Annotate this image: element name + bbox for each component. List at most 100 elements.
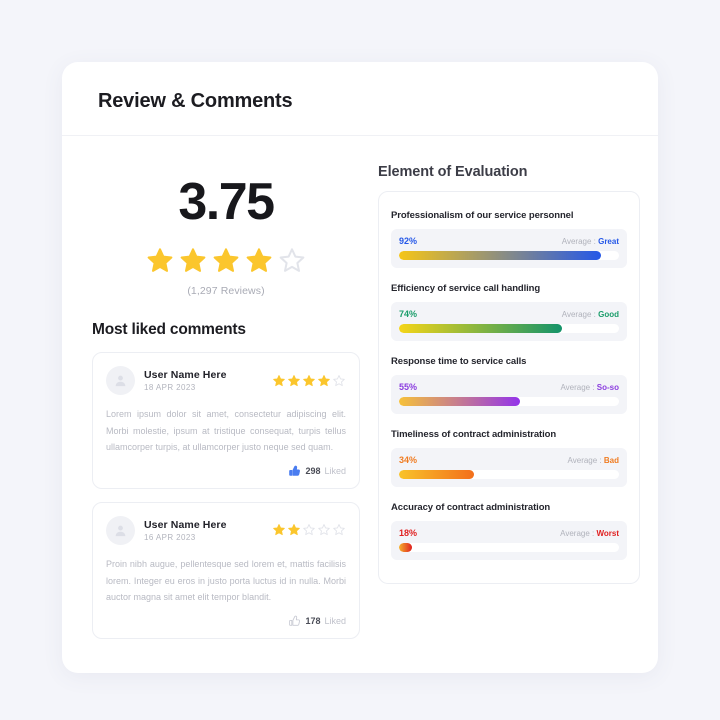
evaluation-item-box: 92% Average : Great <box>391 229 627 268</box>
evaluation-bar-fill <box>399 397 520 406</box>
evaluation-item: Timeliness of contract administration 34%… <box>391 423 627 496</box>
star-icon <box>273 374 285 386</box>
thumbs-up-icon[interactable] <box>288 465 301 478</box>
like-button[interactable] <box>288 615 301 628</box>
comment-rating-star <box>287 523 301 537</box>
evaluation-item: Efficiency of service call handling 74% Av… <box>391 277 627 350</box>
avatar <box>106 515 135 545</box>
evaluation-item-label: Accuracy of contract administration <box>391 502 551 513</box>
comment-rating-star <box>287 374 301 388</box>
comment-rating-star <box>302 523 316 537</box>
star-icon <box>288 524 300 536</box>
comment-date: 18 APR 2023 <box>144 383 196 392</box>
evaluation-bar-track <box>399 397 619 406</box>
evaluation-item-label: Response time to service calls <box>391 356 527 367</box>
like-count: 178 <box>305 616 321 627</box>
star-icon <box>318 524 330 536</box>
evaluation-average: Average : Great <box>561 237 619 246</box>
comment-rating-star <box>302 374 316 388</box>
evaluation-average: Average : Bad <box>567 456 619 465</box>
star-icon <box>333 374 345 386</box>
evaluation-percent: 18% <box>399 528 418 538</box>
most-liked-comments-title: Most liked comments <box>92 321 246 338</box>
star-icon <box>147 248 173 272</box>
star-icon <box>246 248 272 272</box>
comment-rating-star <box>332 523 346 537</box>
evaluation-bar-track <box>399 251 619 260</box>
evaluation-item-box: 74% Average : Good <box>391 302 627 341</box>
rating-summary: 3.75 (1,297 Reviews) <box>92 158 360 301</box>
evaluation-item-row: 18% Average : Worst <box>399 528 619 538</box>
comment-rating-star <box>317 374 331 388</box>
comment-header: User Name Here 18 APR 2023 <box>106 366 346 395</box>
card-body: 3.75 (1,297 Reviews) Most liked comments… <box>62 136 658 673</box>
evaluation-item-label: Efficiency of service call handling <box>391 283 541 294</box>
comment-footer: 178 Liked <box>106 615 346 628</box>
evaluation-bar-track <box>399 470 619 479</box>
user-avatar-icon <box>115 375 126 387</box>
evaluation-item-label: Professionalism of our service personnel <box>391 210 574 221</box>
star-icon <box>273 524 285 536</box>
evaluation-bar-track <box>399 324 619 333</box>
card-header: Review & Comments <box>62 62 658 136</box>
comment-user-name: User Name Here <box>144 518 227 531</box>
star-icon <box>213 248 239 272</box>
comment-footer: 298 Liked <box>106 465 346 478</box>
evaluation-item-box: 18% Average : Worst <box>391 521 627 560</box>
comment-card: User Name Here 16 APR 2023 Proin nibh augu… <box>92 501 360 639</box>
star-icon <box>288 374 300 386</box>
evaluation-title: Element of Evaluation <box>378 164 528 180</box>
evaluation-item-label: Timeliness of contract administration <box>391 429 557 440</box>
comment-date: 16 APR 2023 <box>144 532 196 542</box>
rating-stars <box>92 246 360 276</box>
avatar <box>106 366 135 395</box>
like-label: Liked <box>324 616 346 627</box>
summary-column: 3.75 (1,297 Reviews) Most liked comments… <box>92 158 360 639</box>
evaluation-item: Accuracy of contract administration 18% Av… <box>391 496 627 569</box>
comment-meta: User Name Here 18 APR 2023 <box>144 369 263 392</box>
evaluation-bar-fill <box>399 470 474 479</box>
star-icon <box>303 374 315 386</box>
comment-card: User Name Here 18 APR 2023 Lorem ipsum dol… <box>92 352 360 489</box>
evaluation-percent: 74% <box>399 309 418 319</box>
comment-rating-stars <box>272 374 346 388</box>
average-score: 3.75 <box>178 173 275 231</box>
evaluation-item-row: 55% Average : So-so <box>399 382 619 392</box>
comment-header: User Name Here 16 APR 2023 <box>106 515 346 545</box>
evaluation-average: Average : Worst <box>560 529 619 538</box>
evaluation-item-box: 34% Average : Bad <box>391 448 627 487</box>
evaluation-percent: 92% <box>399 236 418 246</box>
evaluation-bar-fill <box>399 543 413 552</box>
comment-body: Lorem ipsum dolor sit amet, consectetur … <box>106 409 346 453</box>
thumbs-up-icon[interactable] <box>288 615 301 628</box>
like-label: Liked <box>324 466 346 477</box>
star-icon <box>318 374 330 386</box>
evaluation-item: Professionalism of our service personnel… <box>391 204 627 277</box>
user-avatar-icon <box>115 525 126 537</box>
evaluation-bar-fill <box>399 251 602 260</box>
evaluation-panel: Professionalism of our service personnel… <box>378 191 640 584</box>
rating-star[interactable] <box>244 246 274 276</box>
evaluation-percent: 34% <box>399 455 418 465</box>
comments-list: User Name Here 18 APR 2023 Lorem ipsum dol… <box>92 352 360 639</box>
rating-star[interactable] <box>277 246 307 276</box>
evaluation-item-row: 74% Average : Good <box>399 309 619 319</box>
page-title: Review & Comments <box>98 90 293 112</box>
evaluation-item: Response time to service calls 55% Average… <box>391 350 627 423</box>
comment-body: Proin nibh augue, pellentesque sed lorem… <box>106 558 346 603</box>
evaluation-column: Element of Evaluation Professionalism of… <box>378 158 640 639</box>
evaluation-average: Average : Good <box>561 310 619 319</box>
rating-star[interactable] <box>178 246 208 276</box>
rating-star[interactable] <box>145 246 175 276</box>
rating-star[interactable] <box>211 246 241 276</box>
evaluation-average: Average : So-so <box>560 383 619 392</box>
evaluation-bar-track <box>399 543 619 552</box>
comment-user-name: User Name Here <box>144 369 227 381</box>
like-button[interactable] <box>288 465 301 478</box>
comment-rating-star <box>272 523 286 537</box>
evaluation-percent: 55% <box>399 382 418 392</box>
comment-meta: User Name Here 16 APR 2023 <box>144 519 263 542</box>
reviews-count: (1,297 Reviews) <box>187 285 265 297</box>
comment-rating-star <box>317 523 331 537</box>
